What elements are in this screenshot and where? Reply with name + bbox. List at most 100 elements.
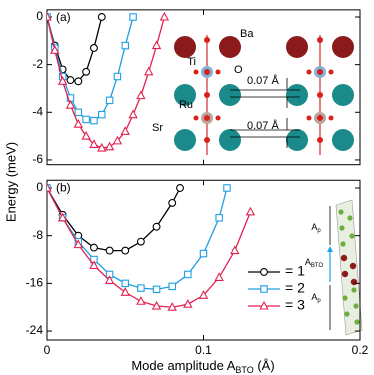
- annotation-text: Ru: [179, 99, 193, 111]
- marker: [89, 260, 99, 270]
- marker: [120, 126, 130, 135]
- annotation: Ap: [311, 292, 321, 303]
- annotation: 0.07 Å: [247, 119, 279, 132]
- marker: [105, 246, 114, 255]
- structure-inset-a: [174, 35, 354, 155]
- marker: [121, 246, 130, 255]
- annotation-text: Ba: [240, 28, 254, 40]
- marker: [152, 222, 161, 231]
- annotation: ABTO: [305, 257, 324, 268]
- marker: [65, 99, 76, 109]
- marker: [128, 109, 138, 119]
- marker: [129, 13, 137, 21]
- marker: [230, 245, 240, 255]
- marker: [198, 290, 209, 299]
- marker: [112, 135, 123, 145]
- marker: [73, 119, 84, 128]
- y-tick-label: -2: [32, 57, 43, 71]
- annotation-text: O: [234, 64, 243, 76]
- marker: [74, 108, 83, 117]
- marker: [90, 116, 98, 125]
- annotation: Ti: [187, 56, 196, 68]
- y-tick-label: -6: [32, 152, 43, 166]
- marker: [136, 90, 146, 100]
- annotation: Ap: [311, 222, 321, 233]
- marker: [113, 72, 122, 81]
- marker: [104, 275, 115, 284]
- series-line: [47, 16, 166, 149]
- marker: [120, 287, 130, 296]
- marker: [159, 11, 170, 21]
- annotation-text: 0.07 Å: [247, 74, 279, 87]
- y-tick-label: 0: [36, 180, 43, 194]
- marker: [136, 296, 146, 305]
- y-axis-label: Energy (meV): [3, 142, 18, 222]
- marker: [121, 279, 130, 288]
- annotation: 0.07 Å: [247, 74, 279, 87]
- marker: [260, 268, 268, 276]
- marker: [215, 214, 223, 222]
- marker: [47, 182, 52, 192]
- y-tick-label: -8: [32, 228, 43, 242]
- y-tick-label: 0: [36, 9, 43, 23]
- marker: [97, 142, 107, 152]
- marker: [151, 300, 162, 310]
- marker: [89, 139, 99, 149]
- y-tick-label: -24: [26, 323, 44, 337]
- annotation-text: 0.07 Å: [247, 119, 279, 132]
- marker: [214, 272, 224, 281]
- legend-label: = 2: [285, 280, 305, 296]
- series-line: [47, 187, 228, 290]
- marker: [73, 239, 84, 249]
- marker: [82, 67, 91, 76]
- annotation: Ba: [240, 28, 254, 40]
- series-line: [47, 187, 181, 252]
- annotation-sub: p: [317, 298, 321, 304]
- marker: [223, 184, 231, 192]
- plot-area: [47, 182, 256, 311]
- marker: [168, 198, 177, 207]
- structure-inset-b: [327, 199, 363, 336]
- x-tick-label: 0: [44, 343, 51, 357]
- marker: [167, 302, 177, 311]
- x-tick-label: 0.2: [352, 343, 369, 357]
- x-tick-label: 0.1: [195, 343, 212, 357]
- annotation-text: Ti: [187, 56, 196, 68]
- legend-label: = 3: [285, 297, 305, 313]
- annotation-sub: BTO: [311, 263, 324, 269]
- panel-label: (a): [56, 10, 71, 24]
- marker: [183, 299, 193, 308]
- annotation: Sr: [152, 122, 163, 134]
- marker: [74, 77, 83, 86]
- marker: [66, 76, 75, 85]
- marker: [104, 141, 115, 151]
- marker: [245, 206, 256, 216]
- marker: [89, 243, 98, 252]
- marker: [81, 130, 91, 140]
- marker: [184, 270, 192, 279]
- annotation-sub: p: [317, 228, 321, 234]
- y-tick-label: -4: [32, 104, 43, 118]
- marker: [98, 110, 106, 119]
- marker: [136, 237, 145, 246]
- x-axis-label-sub: BTO: [235, 365, 253, 375]
- marker: [168, 282, 176, 291]
- x-axis-label-tail: (Å): [254, 358, 275, 373]
- annotation: O: [234, 64, 243, 76]
- marker: [89, 44, 98, 52]
- annotation-text: A: [311, 222, 317, 232]
- marker: [97, 13, 106, 21]
- annotation-text: A: [311, 292, 317, 302]
- marker: [57, 76, 68, 85]
- annotation: Ru: [179, 99, 193, 111]
- marker: [121, 41, 130, 50]
- x-axis-label-main: Mode amplitude A: [131, 358, 235, 373]
- marker: [152, 285, 161, 294]
- series-line: [47, 16, 134, 122]
- marker: [50, 45, 60, 54]
- marker: [199, 249, 208, 258]
- marker: [137, 284, 145, 292]
- marker: [82, 115, 90, 124]
- annotation-text: A: [305, 257, 311, 267]
